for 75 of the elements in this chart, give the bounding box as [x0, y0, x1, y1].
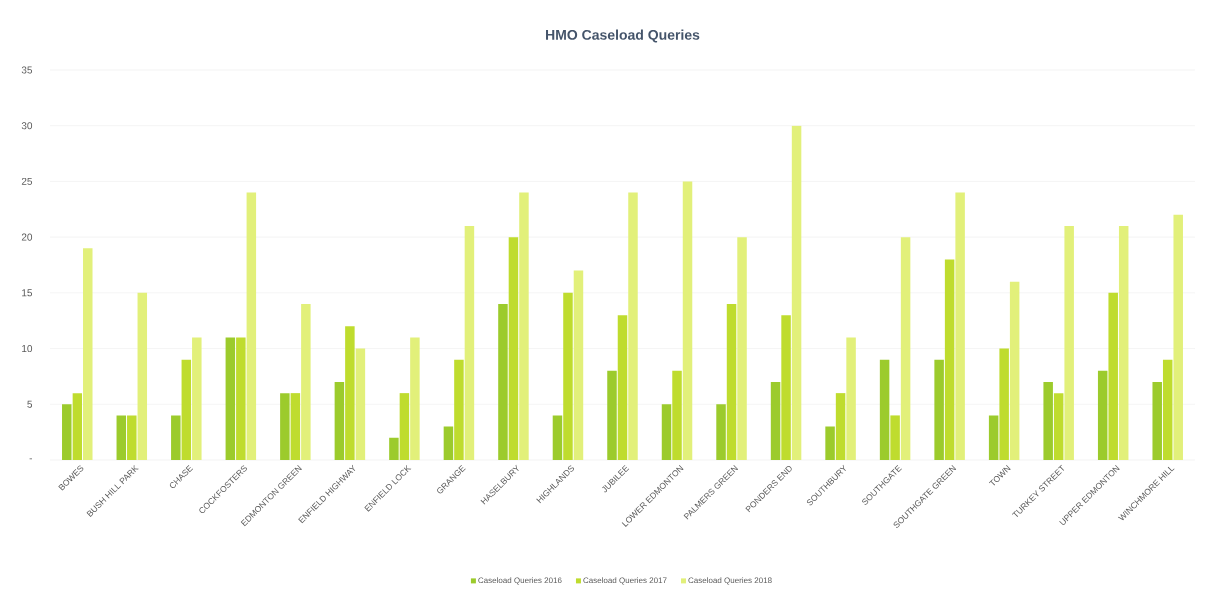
bar [944, 259, 955, 460]
y-tick-label: 30 [21, 122, 33, 130]
bar [791, 125, 802, 460]
bar [563, 292, 573, 460]
y-tick-label: 25 [21, 177, 33, 185]
bar [1152, 381, 1162, 460]
bar [290, 393, 301, 460]
bar [1043, 381, 1053, 460]
bar [726, 303, 737, 460]
bar [672, 370, 682, 460]
bar [127, 415, 137, 460]
bar [410, 337, 420, 460]
bar [181, 359, 192, 460]
bar [519, 192, 529, 460]
bar [464, 225, 475, 460]
bar [661, 404, 672, 460]
bar [1009, 281, 1020, 460]
bar [137, 292, 148, 460]
bar [301, 303, 311, 460]
chart-title: HMO Caseload Queries [546, 29, 700, 43]
bar [454, 359, 464, 460]
bar [345, 326, 355, 460]
bar [389, 437, 399, 460]
bar [1173, 214, 1183, 460]
y-tick-label: 5 [27, 400, 33, 408]
bar [1053, 393, 1064, 460]
bar [83, 248, 93, 460]
bar [999, 348, 1009, 460]
bar [988, 415, 999, 460]
bar [825, 426, 835, 460]
bar [280, 393, 290, 460]
bar [1097, 370, 1108, 460]
bar [617, 315, 628, 460]
legend-label: Caseload Queries 2017 [583, 577, 667, 585]
bar [846, 337, 856, 460]
bar [835, 393, 846, 460]
bar [72, 393, 83, 460]
bar [682, 181, 693, 460]
bar [399, 393, 410, 460]
bar [716, 404, 726, 460]
bar [879, 359, 890, 460]
bar [508, 237, 519, 460]
legend-label: Caseload Queries 2018 [688, 577, 772, 585]
bar [770, 381, 781, 460]
legend-label: Caseload Queries 2016 [478, 577, 562, 585]
bar [1108, 292, 1118, 460]
bar [552, 415, 563, 460]
bar [781, 315, 791, 460]
bar [246, 192, 257, 460]
bar [737, 237, 747, 460]
bar [1064, 225, 1074, 460]
y-tick-label: 10 [22, 345, 33, 353]
bar [443, 426, 454, 460]
bar [116, 415, 127, 460]
bar [955, 192, 965, 460]
bar [334, 381, 345, 460]
bar [192, 337, 202, 460]
bar [900, 237, 911, 460]
y-tick-label: 35 [21, 66, 33, 74]
y-tick-label: 15 [22, 289, 33, 297]
bar [607, 370, 617, 460]
y-tick-label: 20 [21, 233, 33, 241]
bar [62, 404, 72, 460]
bar [890, 415, 900, 460]
bar [573, 270, 584, 460]
bar [355, 348, 366, 460]
y-tick-label: - [29, 458, 33, 460]
bar [934, 359, 944, 460]
bar [1118, 225, 1129, 460]
bar [498, 303, 508, 460]
bar [236, 337, 246, 460]
bar [1162, 359, 1173, 460]
bar [225, 337, 236, 460]
bar [171, 415, 181, 460]
bar [628, 192, 638, 460]
